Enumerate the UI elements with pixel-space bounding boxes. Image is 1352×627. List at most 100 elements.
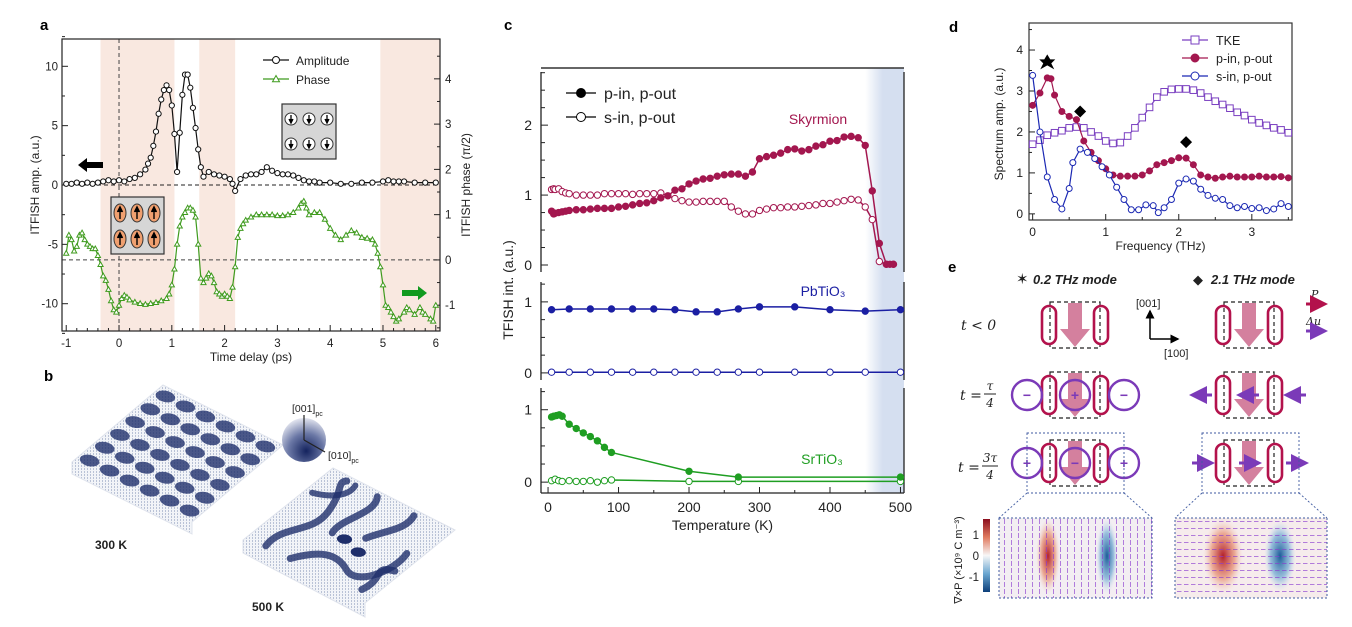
- series-s-in-p-out-point: [1248, 205, 1256, 213]
- polarization-down-arrow: [1234, 303, 1264, 347]
- skyrmion-bubble: [174, 481, 195, 494]
- series-p-in-p-out-point: [1124, 172, 1132, 180]
- series-phase-point: [91, 244, 99, 252]
- series-p-in-point: [847, 132, 855, 141]
- material-label: PbTiO₃: [801, 283, 846, 299]
- axis-001-label: [001]pc: [292, 403, 323, 418]
- skyrmion-bubble: [179, 504, 200, 517]
- series-amplitude-point: [205, 168, 212, 176]
- skyrmion-bubble: [140, 403, 161, 416]
- x-tick-label: 500: [889, 499, 913, 515]
- series-s-in-point: [868, 215, 876, 224]
- series-tke-point: [1109, 139, 1117, 148]
- series-p-in-p-out-point: [1233, 173, 1241, 181]
- series-amplitude-point: [258, 168, 265, 176]
- series-s-in-p-out-point: [1058, 205, 1066, 213]
- series-phase-point: [387, 308, 395, 315]
- series-s-in-p-out-point: [1091, 155, 1099, 163]
- series-tke-point: [1116, 138, 1125, 147]
- series-phase-point: [189, 206, 197, 213]
- y-tick-label: -5: [48, 239, 58, 251]
- series-tke-point: [1028, 140, 1037, 149]
- unit-cell-box: [1049, 301, 1101, 349]
- series-p-in-point: [713, 308, 721, 316]
- series-phase-point: [192, 213, 200, 220]
- skyrmion-bubble: [240, 453, 261, 466]
- x-tick-label: 100: [607, 499, 631, 515]
- skyrmion-bubble: [170, 458, 190, 471]
- legend-label: s-in, p-out: [1216, 70, 1272, 84]
- vortex-loop: [1266, 374, 1284, 416]
- series-p-in-point: [650, 305, 658, 313]
- series-amplitude-point: [126, 175, 133, 183]
- series-s-in-point: [805, 201, 813, 210]
- y2-tick-label: 0: [445, 255, 451, 267]
- axis-010-label: [010]pc: [328, 450, 359, 465]
- series-amplitude-point: [166, 86, 173, 94]
- series-s-in-point: [586, 191, 595, 199]
- series-s-in-point: [565, 368, 573, 376]
- arrow-down-icon: [288, 115, 294, 125]
- series-p-in-point: [720, 171, 728, 179]
- series-tke-point: [1131, 124, 1139, 132]
- series-tke-point: [1255, 119, 1263, 127]
- x-axis-label: Temperature (K): [672, 517, 773, 533]
- series-tke-point: [1043, 131, 1052, 140]
- series-s-in-point: [713, 368, 721, 376]
- series-p-in-p-out-point: [1116, 172, 1124, 180]
- series-s-in-point: [643, 189, 651, 198]
- series-s-in-p-out-point: [1270, 205, 1278, 213]
- series-tke-point: [1050, 128, 1059, 137]
- series-amplitude-point: [163, 82, 170, 89]
- series-p-in-point: [861, 307, 869, 315]
- series-phase-point: [62, 249, 70, 256]
- series-s-in-point: [671, 194, 679, 203]
- series-tke-point: [1240, 111, 1249, 120]
- series-amplitude-point: [150, 142, 157, 149]
- series-phase-point: [416, 303, 424, 311]
- series-s-in-point: [586, 368, 595, 376]
- arrow-up-icon: [150, 231, 158, 245]
- series-p-in-point: [685, 467, 693, 475]
- series-p-in-point: [889, 260, 898, 269]
- colorbar-label: ∇×P (×10⁹ C m⁻³): [953, 516, 965, 604]
- series-phase-point: [157, 297, 165, 304]
- row-t-3quarter-label: t =: [958, 460, 980, 476]
- arrow-down-icon: [306, 115, 312, 125]
- transition-shade: [865, 68, 904, 493]
- series-tke-point: [1174, 85, 1183, 93]
- series-p-in-point: [896, 305, 905, 314]
- series-amplitude-point: [200, 173, 207, 180]
- material-label: SrTiO₃: [801, 451, 843, 467]
- x-tick-label: 2: [1175, 225, 1182, 239]
- heatmap-frame: [998, 517, 1153, 599]
- x-axis-label: Time delay (ps): [210, 350, 292, 364]
- series-s-in-p-out-point: [1069, 159, 1077, 167]
- series-s-in-point: [635, 189, 644, 198]
- x-tick-label: 5: [380, 338, 386, 350]
- series-s-in-point: [579, 477, 587, 486]
- series-p-in-point: [854, 134, 862, 142]
- axis-001-label: [001]: [1136, 298, 1160, 310]
- x-tick-label: 2: [221, 338, 227, 350]
- series-s-in-point: [650, 368, 658, 376]
- series-amplitude-point: [115, 177, 123, 184]
- skyrmion-bubble: [194, 491, 215, 504]
- series-s-in-p-out-point: [1120, 196, 1128, 204]
- y-tick-label: 2: [1016, 125, 1023, 139]
- polarization-down-arrow: [1060, 373, 1090, 417]
- series-s-in-point: [572, 477, 580, 486]
- displacement-circulation: [1010, 378, 1044, 412]
- series-s-in-point: [706, 197, 714, 206]
- y2-tick-label: 2: [445, 164, 451, 176]
- series-amplitude-point: [422, 179, 429, 186]
- y2-tick-label: 3: [445, 119, 451, 131]
- series-phase-point: [429, 317, 437, 324]
- series-amplitude-point: [263, 164, 270, 171]
- series-amplitude-point: [253, 171, 260, 178]
- skyrmion-bubble: [225, 466, 245, 479]
- series-phase-point: [112, 308, 120, 315]
- left-axis-arrow-icon: [78, 158, 103, 172]
